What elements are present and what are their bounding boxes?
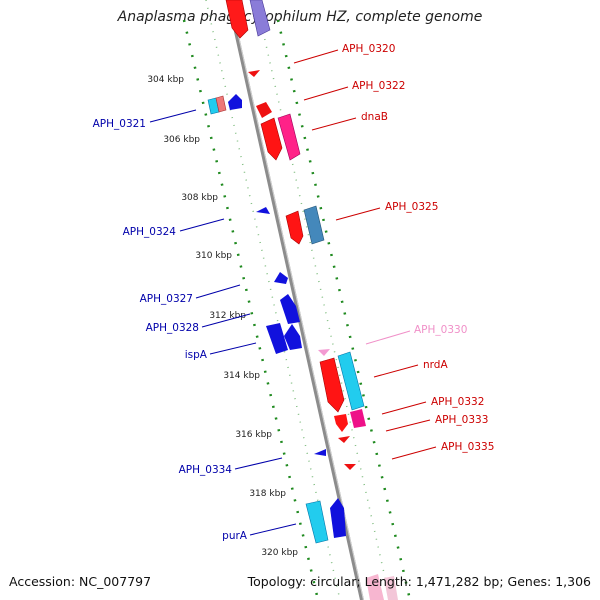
gene-aph0332[interactable] (334, 414, 348, 432)
leader-line (195, 284, 241, 299)
accession-text: Accession: NC_007797 (9, 574, 152, 589)
gene-pura-left[interactable] (305, 500, 329, 544)
gene-label-aph0325[interactable]: APH_0325 (385, 201, 438, 213)
gene-bottom-pink-2[interactable] (384, 576, 398, 600)
gene-aph0320-marker[interactable] (248, 70, 260, 77)
inner-track-left (205, 0, 341, 600)
gene-label-aph0334[interactable]: APH_0334 (179, 464, 233, 476)
gene-label-dnab[interactable]: dnaB (361, 111, 388, 123)
gene-aph0321-arrow[interactable] (228, 94, 242, 110)
gene-label-ispa[interactable]: ispA (185, 349, 208, 361)
gene-aph0322[interactable] (256, 102, 272, 118)
gene-label-aph0321[interactable]: APH_0321 (93, 118, 146, 130)
gene-nrda-right[interactable] (337, 351, 365, 411)
gene-aph0333-marker[interactable] (338, 436, 350, 443)
kbp-tick-label: 318 kbp (249, 489, 286, 499)
genome-stats-text: Topology: circular; Length: 1,471,282 bp… (247, 574, 591, 589)
gene-aph0327[interactable] (274, 272, 288, 284)
kbp-tick-label: 316 kbp (235, 430, 272, 440)
leader-line (311, 117, 357, 131)
kbp-tick-label: 304 kbp (147, 75, 184, 85)
gene-nrda-left[interactable] (319, 357, 345, 413)
forward-labels: APH_0320 APH_0322 dnaB APH_0325 APH_0330… (293, 43, 494, 460)
leader-line (365, 330, 411, 345)
leader-line (149, 109, 197, 123)
gene-label-aph0332[interactable]: APH_0332 (431, 396, 484, 408)
gene-dnab-left[interactable] (260, 117, 283, 161)
gene-aph0333[interactable] (350, 409, 366, 428)
gene-label-aph0322[interactable]: APH_0322 (352, 80, 405, 92)
gene-aph0321-b[interactable] (215, 95, 227, 113)
gene-label-aph0327[interactable]: APH_0327 (140, 293, 193, 305)
kbp-scale: 304 kbp 306 kbp 308 kbp 310 kbp 312 kbp … (147, 75, 298, 558)
kbp-tick-label: 320 kbp (261, 548, 298, 558)
gene-label-nrda[interactable]: nrdA (423, 359, 448, 371)
leader-line (201, 313, 251, 328)
reverse-labels: APH_0321 APH_0324 APH_0327 APH_0328 ispA… (93, 109, 297, 542)
gene-label-aph0335[interactable]: APH_0335 (441, 441, 494, 453)
gene-top-red[interactable] (225, 0, 249, 39)
leader-line (249, 523, 297, 536)
gene-label-pura[interactable]: purA (222, 530, 248, 542)
leader-line (179, 218, 225, 232)
gene-label-aph0333[interactable]: APH_0333 (435, 414, 488, 426)
gene-top-purple[interactable] (249, 0, 271, 37)
leader-line (293, 49, 339, 64)
gene-bottom-pink[interactable] (366, 574, 384, 600)
genome-backbone (227, 0, 364, 600)
leader-line (391, 446, 437, 460)
kbp-tick-label: 314 kbp (223, 371, 260, 381)
gene-aph0325-right[interactable] (303, 205, 325, 245)
leader-line (234, 457, 283, 470)
inner-track-right (255, 0, 391, 600)
leader-line (381, 401, 427, 415)
gene-aph0328[interactable] (280, 294, 300, 324)
gene-ispa-right[interactable] (284, 324, 302, 350)
kbp-tick-label: 306 kbp (163, 135, 200, 145)
gene-label-aph0330[interactable]: APH_0330 (414, 324, 467, 336)
leader-line (303, 86, 349, 101)
kbp-tick-label: 308 kbp (181, 193, 218, 203)
leader-line (209, 342, 257, 355)
kbp-tick-label: 310 kbp (195, 251, 232, 261)
gene-aph0330[interactable] (318, 349, 330, 356)
kbp-tick-label: 312 kbp (209, 311, 246, 321)
gene-label-aph0324[interactable]: APH_0324 (123, 226, 177, 238)
leader-line (373, 364, 419, 378)
gene-label-aph0328[interactable]: APH_0328 (146, 322, 199, 334)
gene-aph0325-left[interactable] (285, 210, 304, 245)
gene-aph0324[interactable] (256, 207, 270, 214)
gene-aph0334[interactable] (314, 449, 326, 456)
gene-pura-right[interactable] (330, 498, 346, 538)
map-title: Anaplasma phagocytophilum HZ, complete g… (117, 9, 483, 25)
leader-line (385, 419, 431, 432)
leader-line (335, 207, 381, 221)
gene-label-aph0320[interactable]: APH_0320 (342, 43, 395, 55)
genome-backbone-highlight (230, 0, 364, 600)
gene-aph0335[interactable] (344, 464, 356, 470)
gene-ispa-left[interactable] (266, 323, 288, 354)
gene-dnab-right[interactable] (277, 113, 301, 161)
